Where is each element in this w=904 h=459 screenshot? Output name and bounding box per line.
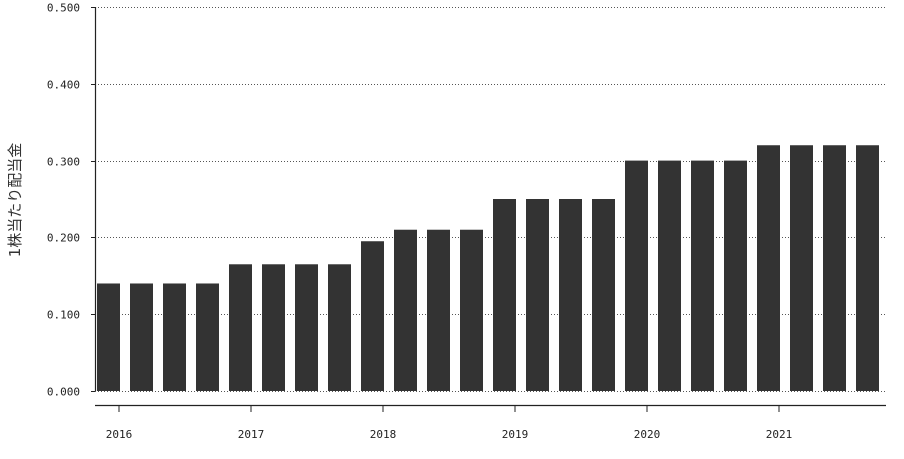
bar: [460, 229, 483, 391]
bar: [328, 264, 351, 391]
bar: [790, 145, 813, 391]
bar: [625, 160, 648, 391]
bar: [361, 241, 384, 391]
y-tick-label: 0.100: [47, 309, 80, 322]
axes-group: [91, 7, 886, 412]
y-tick-label: 0.300: [47, 156, 80, 169]
bars-group: [97, 145, 879, 391]
bar: [229, 264, 252, 391]
x-tick-label: 2020: [634, 428, 661, 441]
y-tick-label: 0.400: [47, 79, 80, 92]
bar: [97, 283, 120, 391]
x-tick-label: 2018: [370, 428, 397, 441]
bar: [163, 283, 186, 391]
bar: [196, 283, 219, 391]
y-tick-labels: 0.000 0.100 0.200 0.300 0.400 0.500: [47, 2, 80, 399]
bar: [724, 160, 747, 391]
x-tick-label: 2021: [766, 428, 793, 441]
bar: [757, 145, 780, 391]
y-tick-label: 0.500: [47, 2, 80, 15]
bar: [427, 229, 450, 391]
y-tick-label: 0.000: [47, 386, 80, 399]
bar: [262, 264, 285, 391]
x-tick-label: 2019: [502, 428, 529, 441]
bar: [493, 199, 516, 391]
y-axis-label: 1株当たり配当金: [6, 143, 24, 258]
x-tick-label: 2017: [238, 428, 265, 441]
x-tick-label: 2016: [106, 428, 133, 441]
bar: [856, 145, 879, 391]
bar: [526, 199, 549, 391]
x-tick-labels: 2016 2017 2018 2019 2020 2021: [106, 428, 793, 441]
bar: [658, 160, 681, 391]
bar: [559, 199, 582, 391]
y-tick-label: 0.200: [47, 232, 80, 245]
bar: [823, 145, 846, 391]
bar: [691, 160, 714, 391]
bar: [130, 283, 153, 391]
bar: [295, 264, 318, 391]
bar: [592, 199, 615, 391]
bar: [394, 229, 417, 391]
